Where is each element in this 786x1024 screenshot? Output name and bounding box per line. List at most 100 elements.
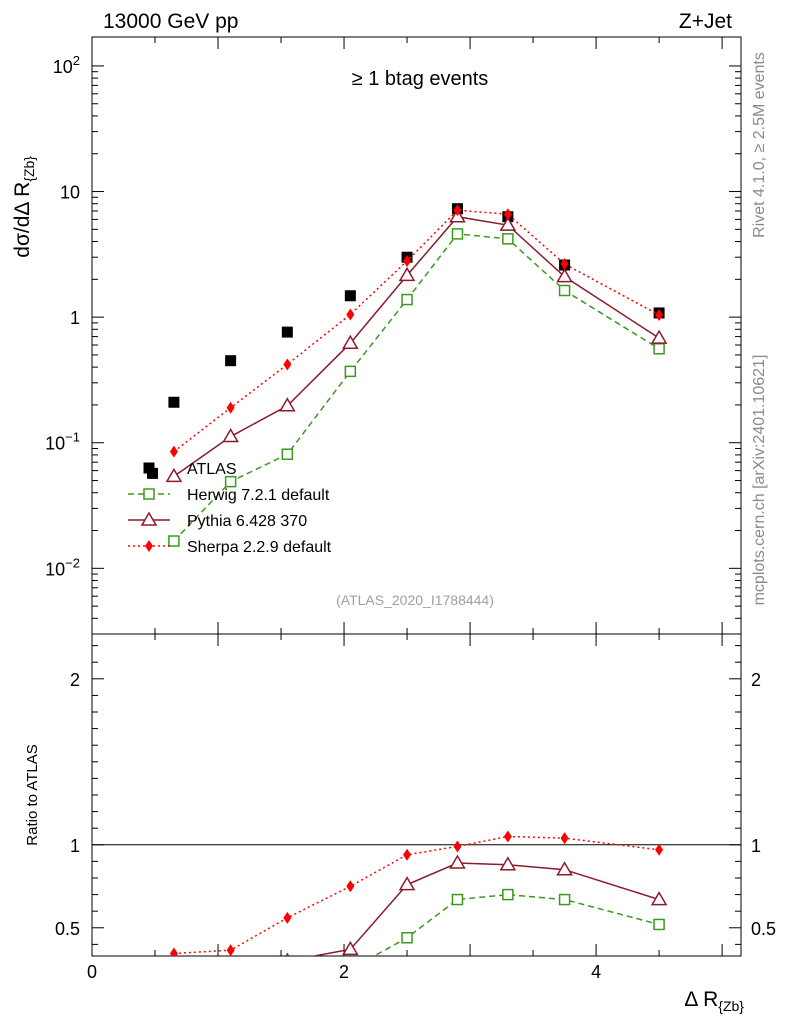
- ratio-point: [560, 832, 569, 845]
- ratio-series-herwig: [372, 888, 665, 956]
- x-axis-label: Δ R{Zb}: [684, 988, 744, 1014]
- legend-label: ATLAS: [187, 461, 237, 478]
- series-sherpa: [169, 204, 664, 458]
- data-point: [226, 401, 235, 414]
- data-point: [650, 329, 668, 344]
- main-y-tick-label: 102: [53, 53, 80, 77]
- data-point: [342, 334, 359, 349]
- data-point: [653, 343, 665, 355]
- data-point: [560, 257, 569, 270]
- main-marks: [146, 203, 668, 547]
- ratio-series-line: [372, 893, 660, 956]
- ratio-point: [346, 880, 355, 893]
- legend-item: Herwig 7.2.1 default: [128, 487, 330, 504]
- data-point: [281, 326, 293, 338]
- ratio-point: [502, 888, 514, 901]
- data-point: [225, 355, 237, 367]
- series-line: [173, 215, 660, 477]
- data-point: [224, 475, 237, 488]
- data-point: [283, 358, 292, 371]
- data-point: [502, 233, 514, 245]
- legend-marker: [140, 511, 158, 526]
- data-point: [346, 308, 355, 321]
- data-point: [344, 365, 357, 378]
- main-y-tick-label: 1: [70, 308, 80, 328]
- ratio-y-tick-label-right: 0.5: [751, 919, 776, 939]
- data-point: [222, 428, 239, 443]
- ratio-y-tick-label-left: 2: [70, 670, 80, 690]
- data-point: [398, 266, 416, 282]
- main-y-tick-label-base: 10: [45, 559, 65, 579]
- main-y-tick-label: 10−1: [45, 430, 80, 454]
- data-point: [279, 397, 296, 412]
- legend-marker: [143, 488, 155, 500]
- ratio-point: [503, 830, 512, 843]
- x-axis-label-sub: {Zb}: [718, 998, 744, 1014]
- ratio-point: [285, 952, 290, 956]
- main-y-tick-label-exp: 2: [73, 53, 80, 68]
- ratio-y-tick-label-left: 0.5: [55, 919, 80, 939]
- data-point: [503, 208, 512, 221]
- ratio-point: [556, 861, 573, 876]
- ratio-series-pythia: [285, 854, 668, 956]
- legend-item: ATLAS: [143, 461, 237, 478]
- data-point: [453, 204, 462, 217]
- series-line: [173, 209, 660, 453]
- ratio-series-sherpa: [169, 830, 664, 956]
- ratio-y-tick-label-right: 2: [751, 670, 761, 690]
- main-ylabel-text: dσ/dΔ R: [11, 182, 34, 258]
- ratio-ylabel: Ratio to ATLAS: [24, 744, 41, 845]
- ratio-series-line: [310, 862, 660, 956]
- legend-marker: [143, 462, 155, 474]
- ratio-point: [653, 918, 665, 931]
- series-atlas: [146, 203, 665, 479]
- ratio-frame: 0.5 0.5 1 1 2 2 0 2 4: [55, 633, 776, 982]
- data-point: [558, 284, 571, 297]
- legend-item: Pythia 6.428 370: [128, 511, 307, 530]
- chart-title: ≥ 1 btag events: [352, 68, 489, 90]
- legend-label: Herwig 7.2.1 default: [187, 487, 330, 504]
- data-point: [281, 448, 294, 460]
- main-y-tick-label-base: 10: [53, 57, 73, 77]
- data-point: [556, 268, 573, 283]
- data-point: [169, 445, 178, 458]
- ratio-point: [558, 893, 571, 906]
- data-point: [401, 293, 413, 306]
- data-point: [168, 535, 180, 547]
- ratio-point: [401, 931, 413, 944]
- legend-item: Sherpa 2.2.9 default: [128, 539, 332, 556]
- legend-label: Pythia 6.428 370: [187, 513, 307, 530]
- data-point: [165, 467, 183, 483]
- main-ylabel: dσ/dΔ R{Zb}: [11, 156, 37, 258]
- watermark: (ATLAS_2020_I1788444): [336, 592, 494, 608]
- data-point: [168, 396, 180, 408]
- ratio-series-line: [173, 835, 660, 955]
- ratio-point: [451, 893, 464, 906]
- main-ylabel-sub: {Zb}: [21, 156, 37, 182]
- rivet-label: Rivet 4.1.0, ≥ 2.5M events: [751, 52, 768, 238]
- mcplots-label: mcplots.cern.ch [arXiv:2401.10621]: [751, 355, 768, 606]
- x-tick-label: 4: [591, 962, 601, 982]
- ratio-point: [449, 854, 466, 869]
- ratio-point: [226, 944, 235, 956]
- ratio-point: [398, 876, 416, 891]
- header-left: 13000 GeV pp: [103, 10, 238, 33]
- data-point: [655, 308, 664, 321]
- data-point: [344, 290, 356, 302]
- main-y-tick-label-exp: −1: [65, 430, 80, 445]
- ratio-point: [499, 856, 517, 871]
- ratio-point: [650, 891, 668, 906]
- ratio-point: [283, 911, 292, 924]
- legend-label: Sherpa 2.2.9 default: [187, 539, 332, 556]
- main-y-tick-label: 10: [60, 183, 80, 203]
- ratio-point: [169, 947, 178, 956]
- legend-marker: [145, 540, 153, 552]
- main-y-tick-label-base: 1: [70, 308, 80, 328]
- ratio-point: [342, 940, 359, 956]
- header-right: Z+Jet: [679, 10, 732, 33]
- legend: ATLAS Herwig 7.2.1 default Pythia 6.428 37…: [128, 461, 332, 556]
- ratio-y-tick-label-left: 1: [70, 836, 80, 856]
- x-tick-label: 0: [87, 962, 97, 982]
- ratio-y-tick-label-right: 1: [751, 836, 761, 856]
